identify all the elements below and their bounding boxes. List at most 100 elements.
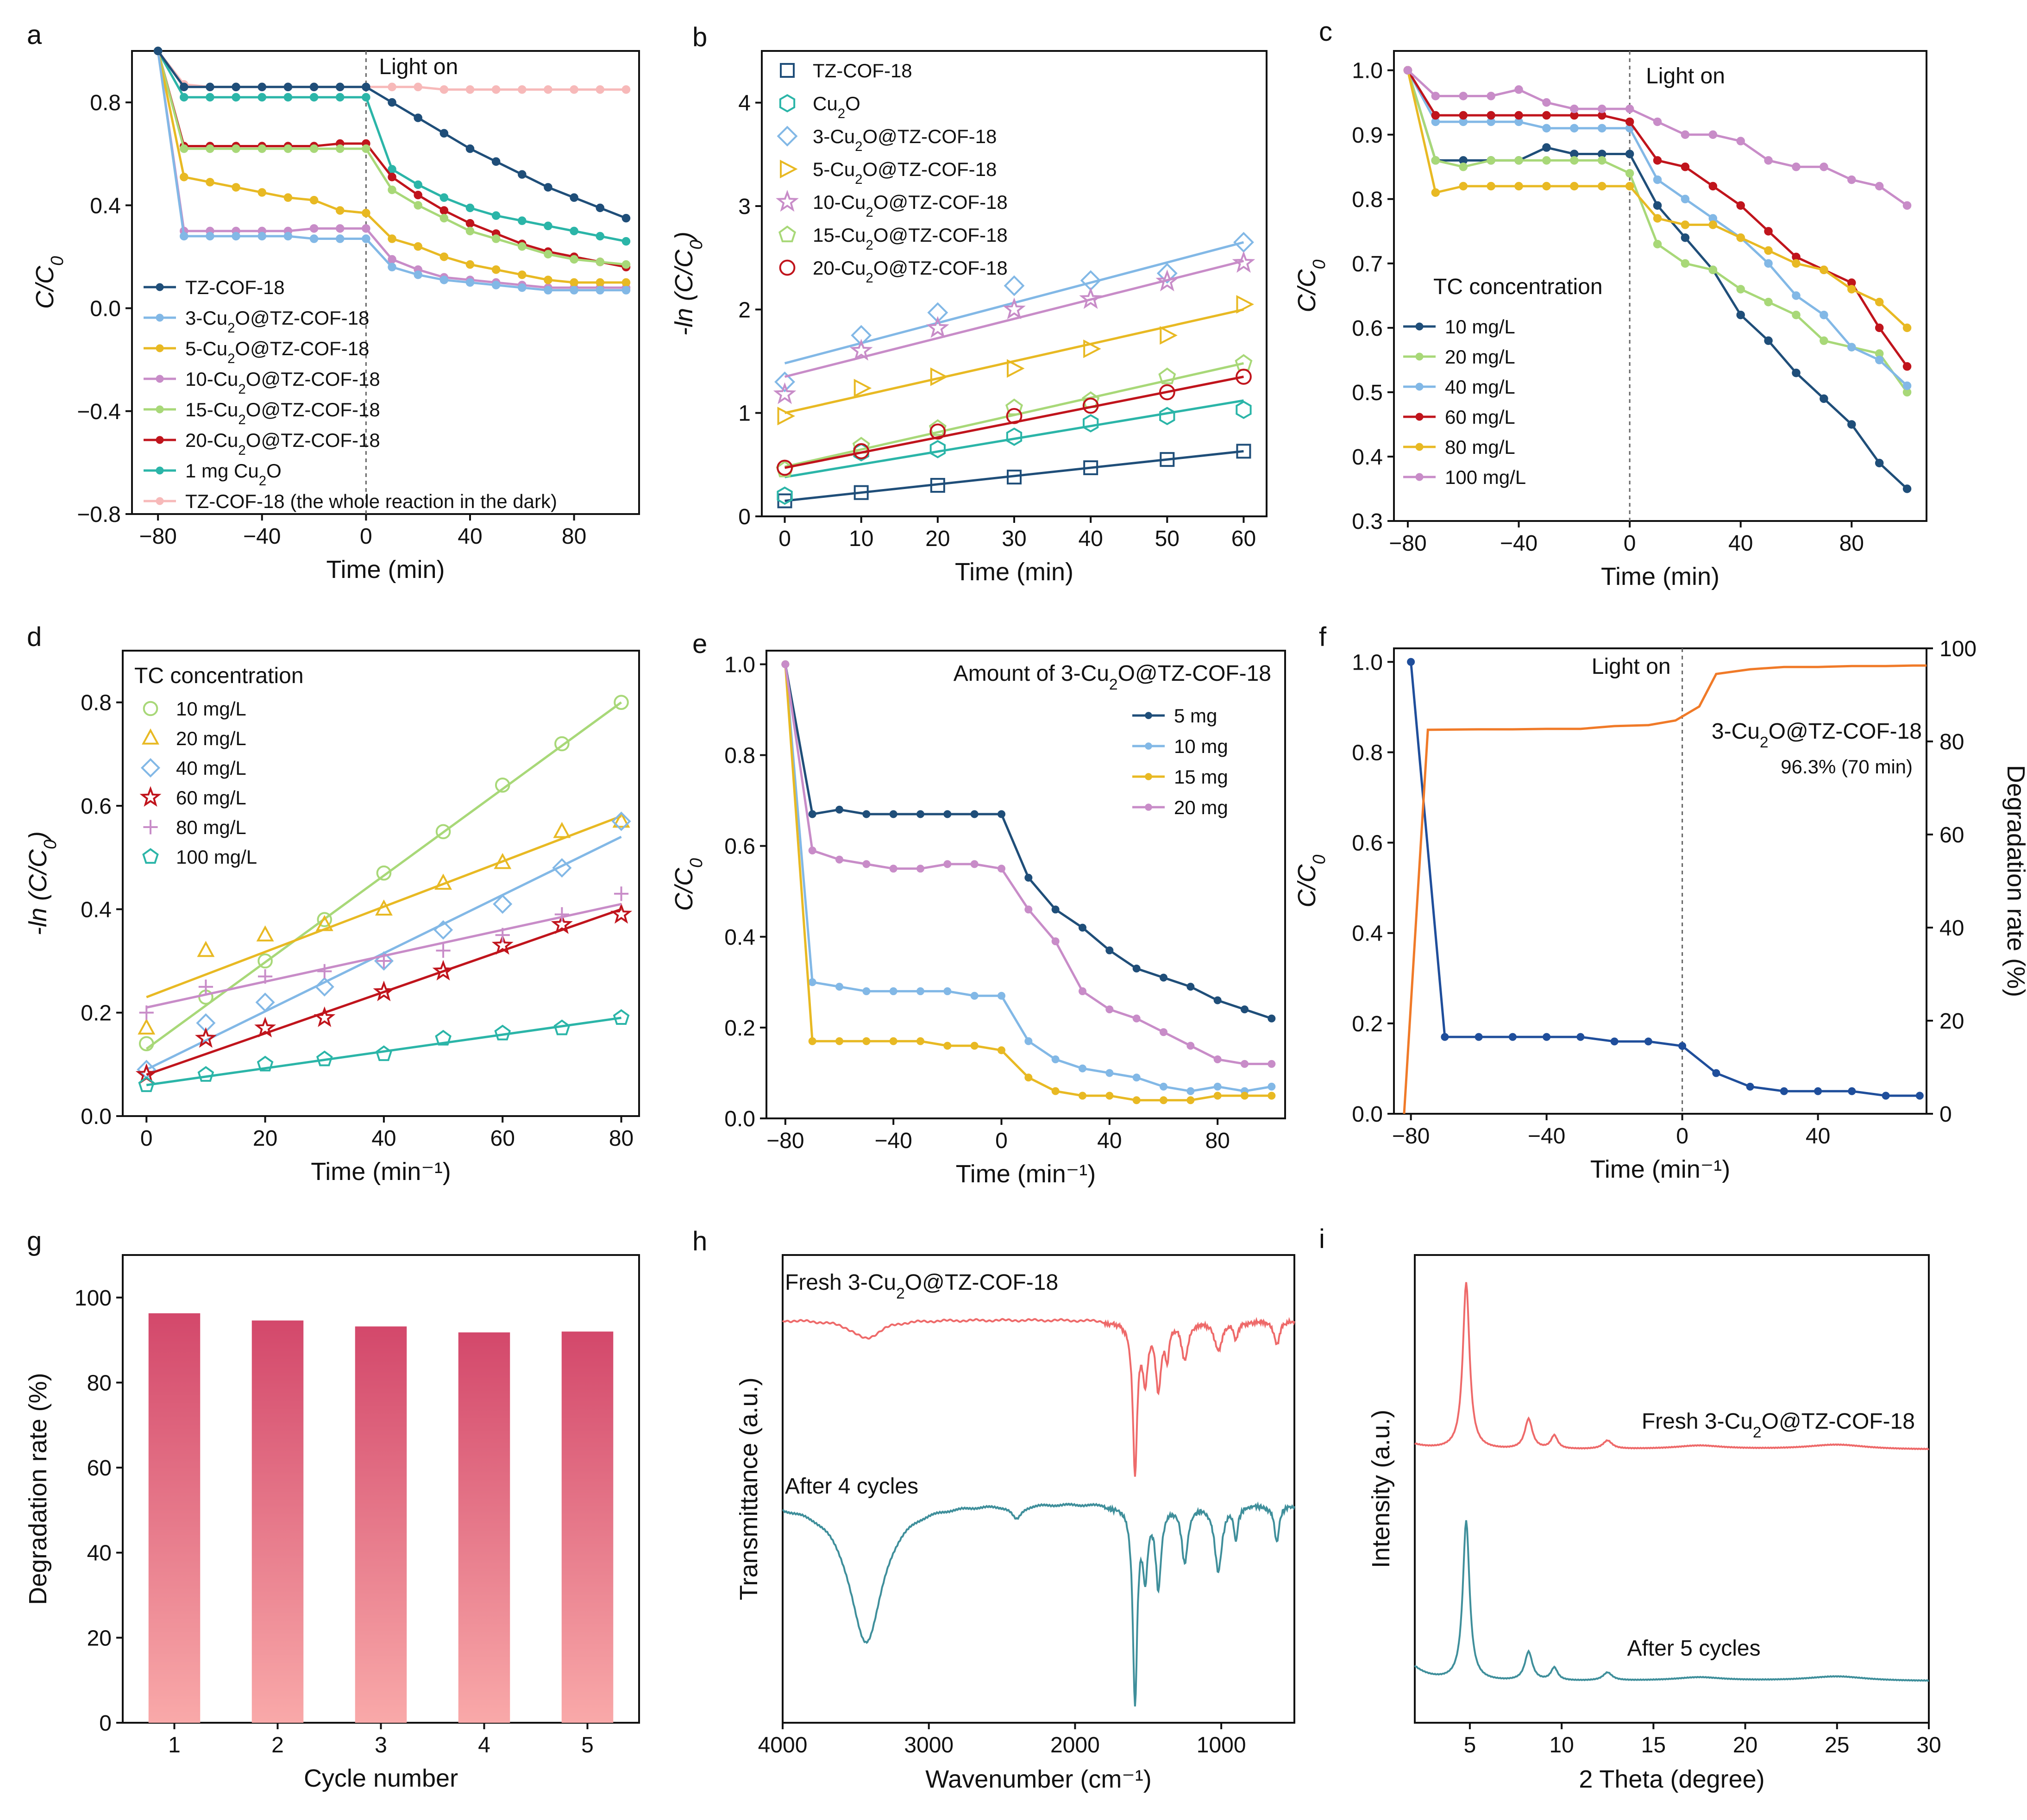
legend-marker [156, 375, 164, 383]
data-point [465, 278, 475, 287]
data-point [376, 865, 392, 881]
data-point [1079, 1064, 1086, 1073]
data-point [544, 85, 552, 94]
legend-label: 5 mg [1174, 705, 1217, 727]
data-point [491, 211, 501, 220]
data-point [1459, 182, 1468, 191]
data-point [491, 85, 501, 94]
legend-label: TZ-COF-18 [185, 276, 285, 298]
data-point [232, 82, 240, 92]
data-point [1268, 1014, 1276, 1023]
legend-label: 20 mg [1174, 797, 1228, 818]
data-point [926, 316, 949, 338]
data-point [1653, 214, 1662, 223]
data-point [1736, 233, 1745, 242]
data-point [197, 941, 215, 957]
data-point [1847, 420, 1856, 429]
data-point [1542, 98, 1551, 107]
data-point [493, 894, 513, 914]
data-point [206, 82, 214, 92]
data-point [1681, 130, 1690, 139]
data-point [335, 144, 345, 153]
data-point [835, 983, 843, 991]
data-point [198, 979, 213, 994]
data-point [1764, 156, 1773, 165]
data-point [1653, 175, 1662, 184]
y-tick-label: 0.4 [1352, 445, 1383, 470]
data-point [1902, 323, 1912, 333]
fit-line [146, 908, 622, 1076]
data-point [621, 213, 631, 223]
data-point [1708, 220, 1718, 229]
data-point [596, 278, 605, 287]
data-point [1024, 1037, 1033, 1045]
data-point [970, 860, 979, 868]
data-point [1625, 182, 1634, 191]
x-tick-label: 80 [1839, 531, 1864, 556]
data-point [283, 232, 293, 241]
data-point [439, 213, 449, 223]
data-point [889, 987, 897, 995]
data-point [1915, 1092, 1924, 1100]
x-tick-label: 0 [995, 1129, 1008, 1153]
data-point [232, 183, 240, 192]
data-point [494, 853, 512, 869]
data-point [777, 459, 793, 476]
data-point [432, 960, 454, 981]
legend-label: 20 mg/L [1445, 346, 1515, 368]
data-point [138, 1018, 156, 1035]
data-point [554, 736, 570, 752]
legend-marker [1415, 413, 1424, 421]
y-tick-label: 0 [99, 1711, 112, 1736]
y2-tick-label: 20 [1939, 1009, 1964, 1034]
plot-frame [766, 650, 1286, 1119]
data-point [1875, 323, 1884, 333]
data-point [998, 865, 1005, 873]
data-point [610, 903, 633, 924]
data-point [283, 82, 293, 92]
data-point [1487, 156, 1495, 165]
data-point [777, 407, 796, 426]
data-point [613, 1009, 630, 1025]
data-point [1508, 1033, 1517, 1041]
data-point [1213, 1092, 1222, 1100]
x-axis-label: Cycle number [304, 1764, 458, 1792]
data-point [916, 987, 924, 995]
y-tick-label: 0.6 [1352, 316, 1383, 341]
spectrum-fresh [782, 1317, 1295, 1477]
data-point [1820, 394, 1828, 403]
x-tick-label: 40 [1806, 1124, 1830, 1148]
data-point [436, 943, 451, 958]
data-point [1487, 111, 1495, 120]
data-point [388, 82, 396, 92]
x-tick-label: 0 [778, 527, 791, 551]
legend-marker [156, 405, 164, 414]
data-point [1708, 265, 1718, 274]
fit-line [146, 1017, 621, 1086]
y-tick-label: 0.2 [1352, 1012, 1383, 1036]
x-tick-label: 20 [925, 527, 950, 551]
legend-label: 60 mg/L [176, 787, 246, 809]
data-point [317, 964, 332, 979]
x-tick-label: 60 [490, 1126, 515, 1151]
data-point [206, 93, 214, 102]
legend-label: 20-Cu2O@TZ-COF-18 [185, 429, 380, 458]
data-point [362, 93, 370, 102]
data-point [1542, 143, 1551, 152]
data-point [1079, 987, 1086, 995]
data-point [388, 255, 396, 264]
data-point [439, 129, 449, 138]
y-tick-label: 0.7 [1352, 252, 1383, 276]
legend-label: 10-Cu2O@TZ-COF-18 [813, 191, 1008, 220]
data-point [998, 992, 1005, 1000]
data-point [1459, 111, 1468, 120]
data-point [544, 286, 552, 295]
legend-marker [1415, 352, 1424, 361]
x-tick-label: −40 [874, 1129, 912, 1153]
x-tick-label: 2 [271, 1733, 284, 1757]
data-point [1736, 310, 1745, 320]
legend-label: 10 mg/L [1445, 316, 1515, 338]
plot-frame [1393, 647, 1927, 1115]
x-tick-label: 0 [140, 1126, 153, 1151]
data-point [916, 810, 924, 818]
